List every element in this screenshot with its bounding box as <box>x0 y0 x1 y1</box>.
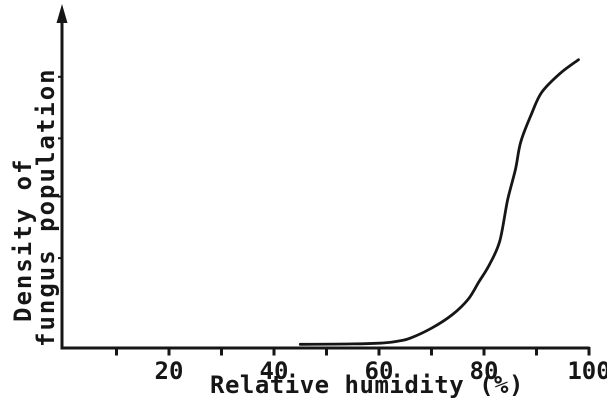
y-axis <box>56 4 68 349</box>
x-axis <box>60 346 591 356</box>
x-tick-label-100: 100 <box>567 357 607 385</box>
x-tick-label-40: 40 <box>259 357 289 385</box>
y-axis-label-line2: fungus population <box>32 67 60 347</box>
y-axis-arrow-icon <box>56 4 68 23</box>
x-tick-label-60: 60 <box>364 357 394 385</box>
x-axis-label: Relative humidity (%) <box>210 371 524 399</box>
x-tick-label-20: 20 <box>154 357 184 385</box>
y-axis-label: Density of fungus population <box>9 0 60 347</box>
density-curve <box>298 58 580 346</box>
x-tick-label-80: 80 <box>469 357 499 385</box>
x-axis-ticks <box>115 347 591 356</box>
y-axis-ticks <box>58 75 63 260</box>
